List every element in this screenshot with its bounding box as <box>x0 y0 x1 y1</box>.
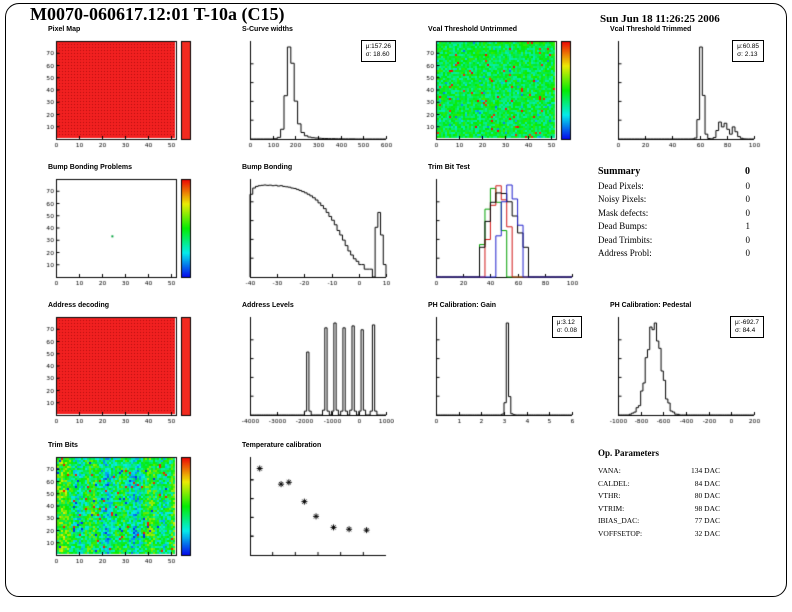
page-title: M0070-060617.12:01 T-10a (C15) <box>30 4 285 24</box>
stats-mu: μ:-692.7 <box>735 319 759 326</box>
plot-title: Bump Bonding <box>242 164 293 171</box>
plot-ph-calibration-gain: PH Calibration: Gain μ:3.12 σ: 0.08 <box>416 302 586 432</box>
op-value: 98 DAC <box>694 503 720 513</box>
op-value: 84 DAC <box>694 478 720 488</box>
summary-label: Mask defects: <box>598 207 649 218</box>
op-label: VOFFSETOP: <box>598 528 643 538</box>
plot-title: Trim Bits <box>48 442 78 449</box>
bump-bonding-canvas <box>230 174 394 290</box>
op-label: CALDEL: <box>598 478 630 488</box>
op-parameter-row: IBIAS_DAC: 77 DAC <box>598 516 720 525</box>
plot-trim-bit-test: Trim Bit Test <box>416 164 586 294</box>
plot-title: Pixel Map <box>48 26 81 33</box>
op-label: VANA: <box>598 466 621 475</box>
temperature-calibration-canvas <box>230 452 394 568</box>
stats-sigma: σ: 0.08 <box>556 327 577 334</box>
op-value: 80 DAC <box>694 491 720 500</box>
summary-title: Summary <box>598 166 641 177</box>
plot-title: Vcal Threshold Untrimmed <box>428 26 518 33</box>
stats-box: μ:3.12 σ: 0.08 <box>551 316 582 338</box>
op-parameters-panel: Op. Parameters VANA: 134 DAC CALDEL: 84 DA… <box>598 448 720 538</box>
stats-mu: μ:60.85 <box>737 43 759 50</box>
summary-label: Address Probl: <box>598 248 652 258</box>
summary-label: Dead Pixels: <box>598 180 644 191</box>
op-parameter-row: VOFFSETOP: 32 DAC <box>598 529 720 538</box>
plot-vcal-threshold-trimmed: Vcal Threshold Trimmed μ:60.85 σ: 2.13 <box>598 26 768 156</box>
summary-value: 0 <box>745 194 751 204</box>
plot-title: S-Curve widths <box>242 26 293 33</box>
summary-row: Noisy Pixels: 0 <box>598 194 750 204</box>
plot-title: PH Calibration: Gain <box>428 302 497 309</box>
plot-bump-bonding: Bump Bonding <box>230 164 400 294</box>
plot-title: Temperature calibration <box>242 442 322 449</box>
trim-bit-test-canvas <box>416 174 580 290</box>
op-value: 32 DAC <box>694 528 720 538</box>
plot-title: Bump Bonding Problems <box>48 164 132 171</box>
stats-sigma: σ: 2.13 <box>737 51 758 58</box>
summary-value: 0 <box>745 234 751 245</box>
bump-bonding-problems-canvas <box>36 174 200 290</box>
address-decoding-canvas <box>36 312 200 428</box>
op-parameter-row: CALDEL: 84 DAC <box>598 479 720 488</box>
plot-title: Trim Bit Test <box>428 164 470 171</box>
stats-sigma: σ: 84.4 <box>735 327 756 334</box>
plot-temperature-calibration: Temperature calibration <box>230 442 400 572</box>
summary-value: 0 <box>745 248 751 258</box>
summary-row: Dead Pixels: 0 <box>598 181 750 191</box>
summary-panel: Summary 0 Dead Pixels: 0 Noisy Pixels: 0 M… <box>598 166 750 258</box>
plot-title: Address decoding <box>48 302 110 309</box>
plot-address-levels: Address Levels <box>230 302 400 432</box>
plot-trim-bits: Trim Bits <box>36 442 206 572</box>
plot-scurve-widths: S-Curve widths μ:157.26 σ: 18.60 <box>230 26 400 156</box>
plot-ph-calibration-pedestal: PH Calibration: Pedestal μ:-692.7 σ: 84.… <box>598 302 768 432</box>
stats-sigma: σ: 18.60 <box>365 51 390 58</box>
summary-row: Dead Trimbits: 0 <box>598 235 750 245</box>
summary-label: Dead Bumps: <box>598 221 648 231</box>
address-levels-canvas <box>230 312 394 428</box>
trim-bits-canvas <box>36 452 200 568</box>
stats-box: μ:157.26 σ: 18.60 <box>360 40 396 62</box>
canvas-border <box>5 3 787 597</box>
plot-title: Vcal Threshold Trimmed <box>610 26 692 33</box>
op-label: VTHR: <box>598 491 621 500</box>
stats-box: μ:60.85 σ: 2.13 <box>732 40 764 62</box>
summary-label: Noisy Pixels: <box>598 194 647 204</box>
op-parameter-row: VTRIM: 98 DAC <box>598 504 720 513</box>
op-value: 77 DAC <box>694 516 720 525</box>
pixel-map-canvas <box>36 36 200 152</box>
timestamp: Sun Jun 18 11:26:25 2006 <box>600 13 720 25</box>
stats-mu: μ:157.26 <box>365 43 391 50</box>
summary-row: Mask defects: 0 <box>598 208 750 218</box>
plot-pixel-map: Pixel Map <box>36 26 206 156</box>
op-value: 134 DAC <box>691 466 720 475</box>
plot-address-decoding: Address decoding <box>36 302 206 432</box>
stats-mu: μ:3.12 <box>556 319 575 326</box>
plot-vcal-threshold-untrimmed: Vcal Threshold Untrimmed <box>416 26 586 156</box>
summary-row: Address Probl: 0 <box>598 248 750 258</box>
plot-title: Address Levels <box>242 302 294 309</box>
op-parameters-title: Op. Parameters <box>598 448 659 458</box>
summary-value: 0 <box>745 180 751 191</box>
plot-bump-bonding-problems: Bump Bonding Problems <box>36 164 206 294</box>
plot-title: PH Calibration: Pedestal <box>610 302 692 309</box>
vcal-untrimmed-canvas <box>416 36 580 152</box>
op-parameter-row: VTHR: 80 DAC <box>598 491 720 500</box>
summary-value: 1 <box>745 221 751 231</box>
op-parameter-row: VANA: 134 DAC <box>598 466 720 475</box>
summary-value: 0 <box>745 207 751 218</box>
stats-box: μ:-692.7 σ: 84.4 <box>730 316 764 338</box>
op-label: VTRIM: <box>598 503 625 513</box>
op-label: IBIAS_DAC: <box>598 516 640 525</box>
summary-label: Dead Trimbits: <box>598 234 653 245</box>
summary-total: 0 <box>745 166 750 177</box>
summary-row: Dead Bumps: 1 <box>598 221 750 231</box>
